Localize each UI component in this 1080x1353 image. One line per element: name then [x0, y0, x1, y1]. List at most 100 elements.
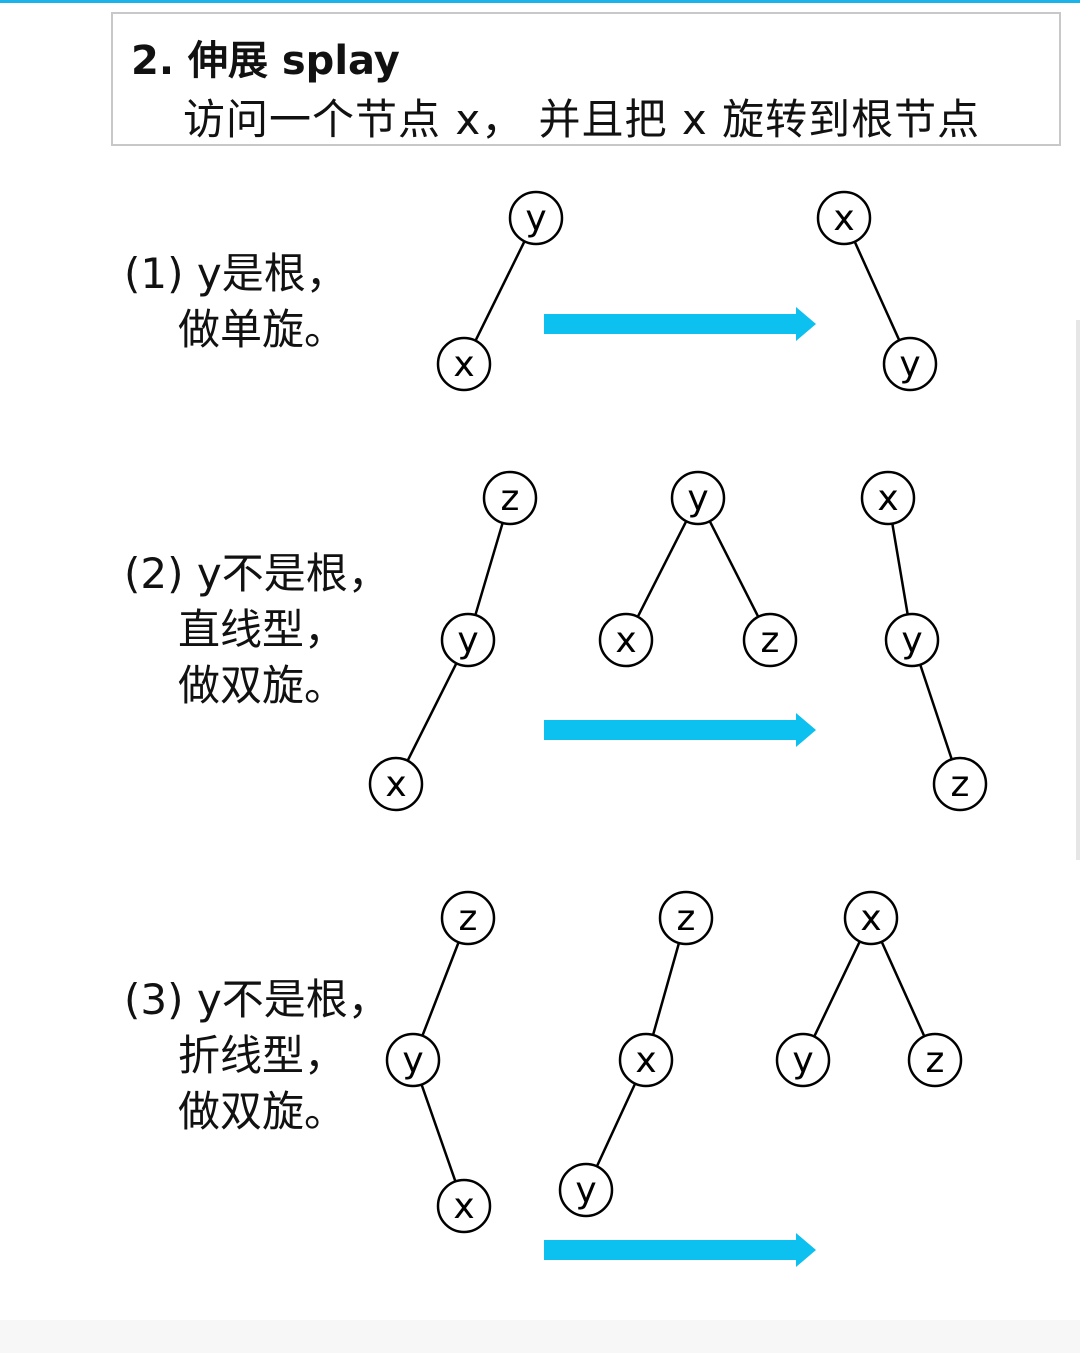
tree-case1-after: xy [816, 190, 938, 392]
tree-case3-mid: z x y [558, 890, 714, 1218]
tree-edge-y-z [708, 520, 760, 618]
tree-edge-x-y [891, 523, 909, 615]
scroll-indicator [1076, 320, 1080, 860]
tree-node-y: y [882, 336, 938, 392]
tree-node-y: y [385, 1032, 441, 1088]
node-circle [440, 890, 496, 946]
node-circle [385, 1032, 441, 1088]
tree-node-x: x [598, 612, 654, 668]
node-circle [558, 1162, 614, 1218]
tree-node-x: x [843, 890, 899, 946]
tree-edge-y-x [420, 1084, 457, 1182]
node-circle [436, 1178, 492, 1234]
tree-node-z: z [440, 890, 496, 946]
transform-arrow-1 [544, 307, 816, 341]
tree-node-z: z [907, 1032, 963, 1088]
tree-edge-x-y [813, 940, 861, 1038]
node-label-x: x [385, 764, 406, 805]
tree-node-x: x [860, 470, 916, 526]
node-label-y: y [457, 620, 478, 661]
tree-node-x: x [368, 756, 424, 812]
header-box: 2. 伸展 splay 访问一个节点 x， 并且把 x 旋转到根节点 [111, 12, 1061, 146]
tree-node-x: x [816, 190, 872, 246]
tree-edge-z-x [651, 942, 681, 1036]
tree-case2-mid: y x z [598, 470, 798, 668]
node-label-z: z [501, 478, 520, 519]
header-subtitle: 访问一个节点 x， 并且把 x 旋转到根节点 [183, 95, 981, 144]
tree-node-y: y [440, 612, 496, 668]
tree-case3-start: z y x [385, 890, 496, 1234]
case-3-label: (3) y不是根， 折线型， 做双旋。 [124, 972, 390, 1140]
node-circle [440, 612, 496, 668]
tree-node-z: z [932, 756, 988, 812]
node-circle [775, 1032, 831, 1088]
node-circle [932, 756, 988, 812]
header-title: 2. 伸展 splay [131, 38, 400, 84]
tree-edge-x-y [595, 1083, 637, 1167]
case-1-line-1: (1) y是根， [124, 249, 348, 298]
node-circle [658, 890, 714, 946]
tree-edge-y-x [636, 520, 688, 618]
node-circle [860, 470, 916, 526]
node-circle [482, 470, 538, 526]
node-circle [598, 612, 654, 668]
tree-edge-x-y [853, 241, 901, 341]
node-circle [882, 336, 938, 392]
node-label-x: x [635, 1040, 656, 1081]
node-label-y: y [575, 1170, 596, 1211]
tree-node-y: y [558, 1162, 614, 1218]
node-label-z: z [459, 898, 478, 939]
node-label-y: y [525, 198, 546, 239]
node-circle [816, 190, 872, 246]
tree-edge-y-x [474, 240, 526, 342]
node-circle [843, 890, 899, 946]
tree-case1-before: yx [436, 190, 564, 392]
tree-edge-y-z [919, 664, 953, 760]
case-2-line-3: 做双旋。 [178, 661, 347, 710]
node-circle [436, 336, 492, 392]
case-2-label: (2) y不是根， 直线型， 做双旋。 [124, 546, 390, 714]
tree-edge-z-y [421, 941, 460, 1037]
node-circle [884, 612, 940, 668]
case-3-line-3: 做双旋。 [178, 1087, 347, 1136]
node-circle [508, 190, 564, 246]
node-label-x: x [833, 198, 854, 239]
transform-arrow-2 [544, 713, 816, 747]
tree-node-z: z [658, 890, 714, 946]
tree-node-y: y [884, 612, 940, 668]
tree-case3-end: x y z [775, 890, 963, 1088]
node-label-z: z [951, 764, 970, 805]
node-circle [742, 612, 798, 668]
case-1-label: (1) y是根， 做单旋。 [124, 246, 348, 358]
bottom-bar [0, 1320, 1080, 1353]
tree-node-x: x [618, 1032, 674, 1088]
tree-node-y: y [670, 470, 726, 526]
tree-edge-x-z [880, 941, 926, 1037]
node-label-x: x [453, 344, 474, 385]
node-circle [368, 756, 424, 812]
case-3-line-1: (3) y不是根， [124, 975, 390, 1024]
tree-node-z: z [482, 470, 538, 526]
tree-node-z: z [742, 612, 798, 668]
node-label-x: x [453, 1186, 474, 1227]
tree-case2-end: x y z [860, 470, 988, 812]
node-label-x: x [877, 478, 898, 519]
node-label-z: z [677, 898, 696, 939]
case-2-line-2: 直线型， [178, 605, 347, 654]
case-2-line-1: (2) y不是根， [124, 549, 390, 598]
node-label-y: y [899, 344, 920, 385]
node-label-y: y [687, 478, 708, 519]
tree-edge-y-x [406, 662, 458, 762]
node-circle [618, 1032, 674, 1088]
node-circle [670, 470, 726, 526]
node-label-y: y [402, 1040, 423, 1081]
tree-node-y: y [775, 1032, 831, 1088]
node-label-x: x [860, 898, 881, 939]
tree-node-x: x [436, 1178, 492, 1234]
transform-arrow-3 [544, 1233, 816, 1267]
node-label-x: x [615, 620, 636, 661]
tree-node-x: x [436, 336, 492, 392]
node-circle [907, 1032, 963, 1088]
tree-case2-start: z y x [368, 470, 538, 812]
